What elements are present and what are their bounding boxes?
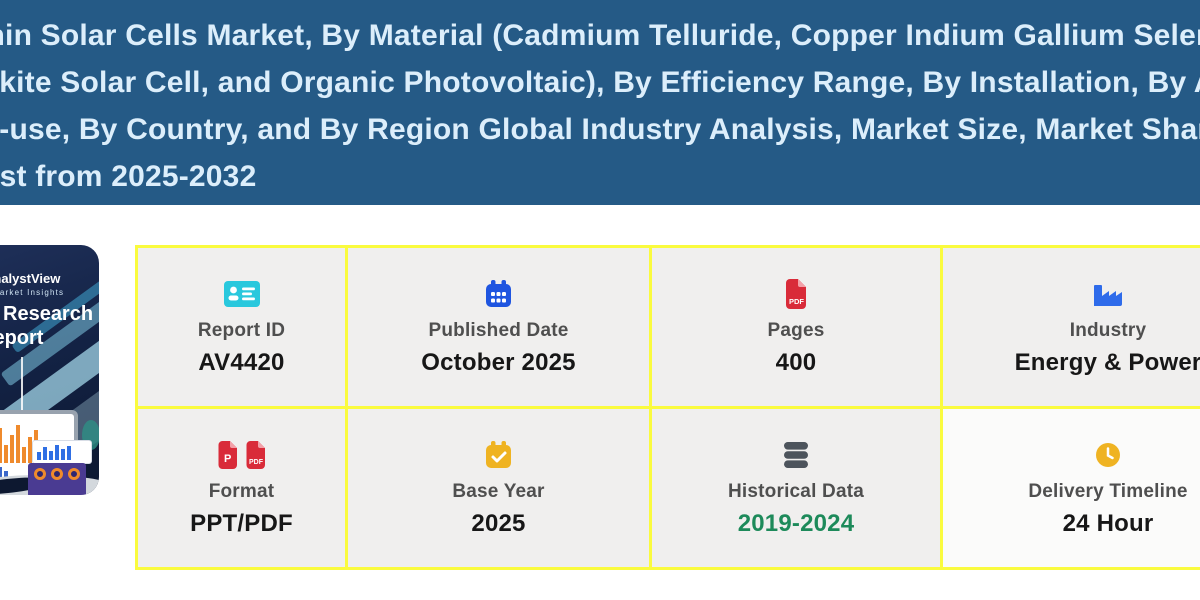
info-label: Base Year — [452, 480, 545, 502]
cover-donut-ring — [68, 468, 80, 480]
info-label: Format — [208, 480, 275, 502]
clock-icon — [1095, 439, 1121, 471]
factory-icon — [1092, 278, 1124, 310]
cover-pointer-line — [21, 357, 23, 412]
id-card-icon — [223, 278, 260, 310]
info-value: 2019-2024 — [737, 509, 855, 537]
pdf-file-icon: PDF — [784, 278, 808, 310]
calendar-icon — [485, 278, 512, 310]
calendar-check-icon — [485, 439, 512, 471]
info-label: Published Date — [428, 319, 569, 341]
info-value: October 2025 — [421, 348, 576, 376]
svg-text:P: P — [224, 453, 231, 465]
cover-title-word-2: Report — [0, 327, 44, 349]
info-value: Energy & Power — [1014, 348, 1200, 376]
info-cell-base-year: Base Year 2025 — [348, 409, 649, 567]
cover-brand-tagline: Market Insights — [0, 288, 65, 297]
report-title-line-3: End-use, By Country, and By Region Globa… — [0, 113, 1200, 146]
cover-brand-name: AnalystView — [0, 271, 61, 286]
info-label: Report ID — [197, 319, 286, 341]
info-cell-format: P PDF Format PPT/PDF — [138, 409, 345, 567]
report-cover-image: AnalystView Market Insights Research Rep… — [0, 245, 99, 495]
report-title-line-4: Forecast from 2025-2032 — [0, 160, 257, 193]
info-value: 2025 — [471, 509, 526, 537]
info-label: Pages — [767, 319, 825, 341]
info-value: PPT/PDF — [190, 509, 293, 537]
svg-text:PDF: PDF — [789, 297, 804, 306]
database-icon — [783, 439, 809, 471]
info-value: AV4420 — [198, 348, 285, 376]
cover-donut-ring — [34, 468, 46, 480]
info-value: 24 Hour — [1062, 509, 1154, 537]
info-cell-delivery-timeline: Delivery Timeline 24 Hour — [943, 409, 1200, 567]
ppt-pdf-file-icons: P PDF — [217, 439, 267, 471]
info-label: Industry — [1069, 319, 1147, 341]
report-info-grid: Report ID AV4420 Published Date October — [135, 245, 1200, 570]
svg-text:PDF: PDF — [249, 459, 264, 466]
info-cell-pages: PDF Pages 400 — [652, 248, 940, 406]
info-cell-report-id: Report ID AV4420 — [138, 248, 345, 406]
cover-title-word-1: Research — [3, 303, 94, 325]
info-cell-historical-data: Historical Data 2019-2024 — [652, 409, 940, 567]
info-label: Historical Data — [727, 480, 865, 502]
info-label: Delivery Timeline — [1028, 480, 1188, 502]
info-value: 400 — [775, 348, 817, 376]
cover-donut-ring — [51, 468, 63, 480]
cover-mini-chart-card — [32, 440, 92, 464]
info-cell-published-date: Published Date October 2025 — [348, 248, 649, 406]
report-title-banner: Thin Solar Cells Market, By Material (Ca… — [0, 0, 1200, 205]
cover-donut-chart-card — [28, 463, 86, 495]
info-cell-industry: Industry Energy & Power — [943, 248, 1200, 406]
report-title-line-1: Thin Solar Cells Market, By Material (Ca… — [0, 19, 1200, 52]
report-title-line-2: Perovskite Solar Cell, and Organic Photo… — [0, 66, 1200, 99]
